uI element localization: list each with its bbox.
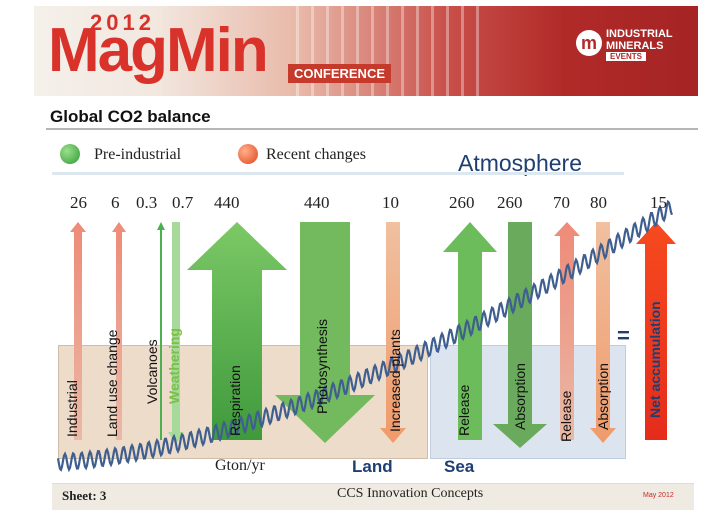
legend-pre-industrial-dot: [60, 144, 80, 164]
ime-line-2: MINERALS: [606, 40, 664, 52]
label-recent-release: Release: [558, 390, 574, 442]
title-divider: [46, 128, 698, 130]
sheet-number: Sheet: 3: [62, 488, 107, 503]
net-accumulation-arrow: [636, 222, 676, 440]
flow-value-photosynthesis: 440: [304, 193, 330, 212]
label-photosynthesis: Photosynthesis: [314, 319, 330, 414]
co2-concentration-curve: [56, 199, 674, 473]
increased-plants-arrow: [380, 222, 406, 443]
weathering-arrow: [168, 222, 184, 444]
flow-value-industrial: 26: [70, 193, 87, 212]
ime-line-1: INDUSTRIAL: [606, 28, 673, 40]
slide-title: Global CO2 balance: [50, 107, 211, 126]
label-sea-release: Release: [456, 384, 472, 436]
footer-organization: CCS Innovation Concepts: [337, 486, 484, 501]
unit-label: Gton/yr: [215, 457, 265, 474]
legend-recent-dot: [238, 144, 258, 164]
legend-recent: Recent changes: [266, 146, 366, 163]
legend-pre-industrial: Pre-industrial: [94, 146, 182, 163]
flow-value-net-accumulation: 15: [650, 193, 667, 212]
ime-logo-icon: m: [576, 30, 602, 56]
flow-value-recent-absorption: 80: [590, 193, 607, 212]
volcanoes-arrow: [157, 222, 165, 440]
flow-value-volcanoes: 0.3: [136, 193, 158, 212]
footer-bar: [52, 483, 694, 510]
photosynthesis-arrow: [275, 222, 375, 443]
flow-value-land-use: 6: [111, 193, 120, 212]
land-label: Land: [352, 457, 393, 476]
logo-brand: MagMin: [48, 16, 269, 85]
ime-logo-text: INDUSTRIAL MINERALS: [606, 28, 673, 52]
flow-value-sea-absorption: 260: [497, 193, 523, 212]
atmosphere-label: Atmosphere: [458, 150, 583, 176]
flow-value-increased-plants: 10: [382, 193, 399, 212]
label-land-use-change: Land use change: [104, 329, 120, 437]
flow-value-weathering: 0.7: [172, 193, 194, 212]
equals-sign: =: [617, 323, 630, 348]
label-net-accumulation: Net accumulation: [647, 301, 663, 418]
label-respiration: Respiration: [227, 365, 243, 436]
footer-date: May 2012: [643, 492, 674, 499]
land-use-arrow: [112, 222, 126, 440]
respiration-arrow: [187, 222, 287, 440]
ime-events-label: EVENTS: [606, 52, 647, 61]
label-increased-plants: Increased plants: [387, 329, 403, 432]
recent-absorption-arrow: [590, 222, 616, 443]
label-weathering: Weathering: [166, 328, 182, 404]
flow-value-respiration: 440: [214, 193, 240, 212]
flow-value-recent-release: 70: [553, 193, 570, 212]
atmosphere-band: [52, 172, 624, 175]
logo-year: 2012: [90, 10, 155, 35]
label-sea-absorption: Absorption: [512, 363, 528, 430]
flow-value-sea-release: 260: [449, 193, 475, 212]
label-volcanoes: Volcanoes: [144, 339, 160, 404]
sea-label: Sea: [444, 457, 475, 476]
label-industrial: Industrial: [64, 380, 80, 437]
label-recent-absorption: Absorption: [595, 363, 611, 430]
logo-conference: CONFERENCE: [288, 64, 392, 83]
sea-absorption-arrow: [493, 222, 547, 448]
industrial-arrow: [70, 222, 86, 440]
